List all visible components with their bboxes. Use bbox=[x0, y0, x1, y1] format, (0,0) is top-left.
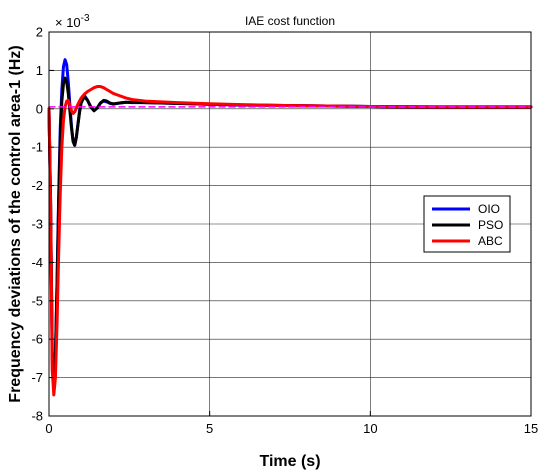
exponent-power: -3 bbox=[81, 13, 90, 24]
y-tick-label: -6 bbox=[31, 332, 43, 347]
axis-ticks: 0 5 10 15 -8 -7 -6 -5 -4 -3 -2 -1 0 1 2 bbox=[31, 25, 538, 437]
series-line-abc bbox=[47, 85, 533, 397]
y-tick-label: -1 bbox=[31, 140, 43, 155]
y-tick-label: -8 bbox=[31, 409, 43, 424]
y-tick-label: 2 bbox=[36, 25, 43, 40]
x-axis-title: Time (s) bbox=[259, 453, 320, 470]
x-tick-label: 0 bbox=[45, 421, 52, 436]
y-tick-label: -5 bbox=[31, 293, 43, 308]
x-tick-label: 15 bbox=[524, 421, 538, 436]
x-tick-label: 5 bbox=[206, 421, 213, 436]
legend: OIO PSO ABC bbox=[423, 195, 511, 253]
series-lines bbox=[47, 58, 533, 397]
y-tick-label: -4 bbox=[31, 255, 43, 270]
y-axis-title: Frequency deviations of the control area… bbox=[7, 45, 24, 402]
exponent-base: × 10 bbox=[55, 15, 81, 30]
y-tick-label: -2 bbox=[31, 178, 43, 193]
legend-label: ABC bbox=[478, 234, 503, 248]
y-tick-label: 0 bbox=[36, 101, 43, 116]
y-tick-label: 1 bbox=[36, 63, 43, 78]
x-tick-label: 10 bbox=[363, 421, 377, 436]
legend-label: PSO bbox=[478, 218, 503, 232]
legend-label: OIO bbox=[478, 202, 500, 216]
chart-title: IAE cost function bbox=[245, 14, 335, 28]
y-tick-label: -7 bbox=[31, 370, 43, 385]
y-tick-label: -3 bbox=[31, 217, 43, 232]
axis-exponent-label: × 10-3 bbox=[55, 13, 90, 30]
